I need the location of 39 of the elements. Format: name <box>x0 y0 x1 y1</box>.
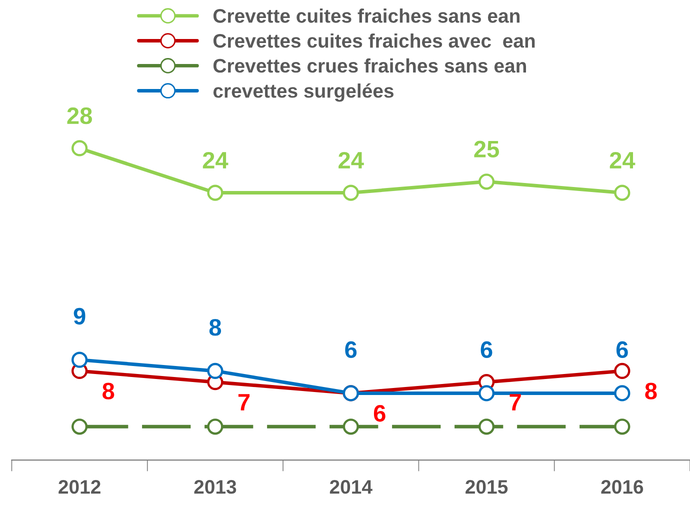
legend-label: Crevette cuites fraiches sans ean <box>213 8 520 23</box>
data-label: 7 <box>510 394 521 410</box>
data-label: 6 <box>616 341 628 358</box>
x-tick-label: 2014 <box>330 480 372 494</box>
data-label: 24 <box>202 152 228 168</box>
point <box>207 362 224 380</box>
x-tick-label: 2013 <box>194 480 236 494</box>
point <box>478 174 495 190</box>
data-label: 28 <box>67 107 92 124</box>
point <box>478 385 495 402</box>
data-label: 24 <box>610 152 636 168</box>
x-tick-label: 2012 <box>58 480 100 494</box>
point <box>207 184 224 201</box>
data-label: 24 <box>338 152 364 168</box>
legend-label: Crevettes cuites fraiches avec ean <box>213 33 535 48</box>
data-label: 6 <box>345 341 357 358</box>
data-label: 7 <box>238 394 250 410</box>
legend-label: Crevettes crues fraiches sans ean <box>213 58 526 73</box>
data-label: 6 <box>480 341 492 358</box>
data-label: 25 <box>474 140 499 158</box>
point <box>614 362 630 380</box>
point <box>72 418 88 435</box>
legend-label: crevettes surgelées <box>213 83 394 102</box>
data-label: 9 <box>74 308 86 325</box>
point <box>478 418 495 435</box>
data-label: 8 <box>102 382 114 400</box>
point <box>72 140 88 156</box>
point <box>614 184 630 201</box>
data-label: 6 <box>374 404 386 422</box>
point <box>207 418 224 435</box>
point <box>342 184 359 201</box>
data-label: 8 <box>209 319 222 336</box>
x-tick-label: 2015 <box>466 480 508 494</box>
point <box>72 352 88 368</box>
point <box>342 418 359 435</box>
point <box>614 418 630 435</box>
x-tick-label: 2016 <box>601 480 644 494</box>
point <box>614 385 630 402</box>
data-label: 8 <box>645 382 657 400</box>
